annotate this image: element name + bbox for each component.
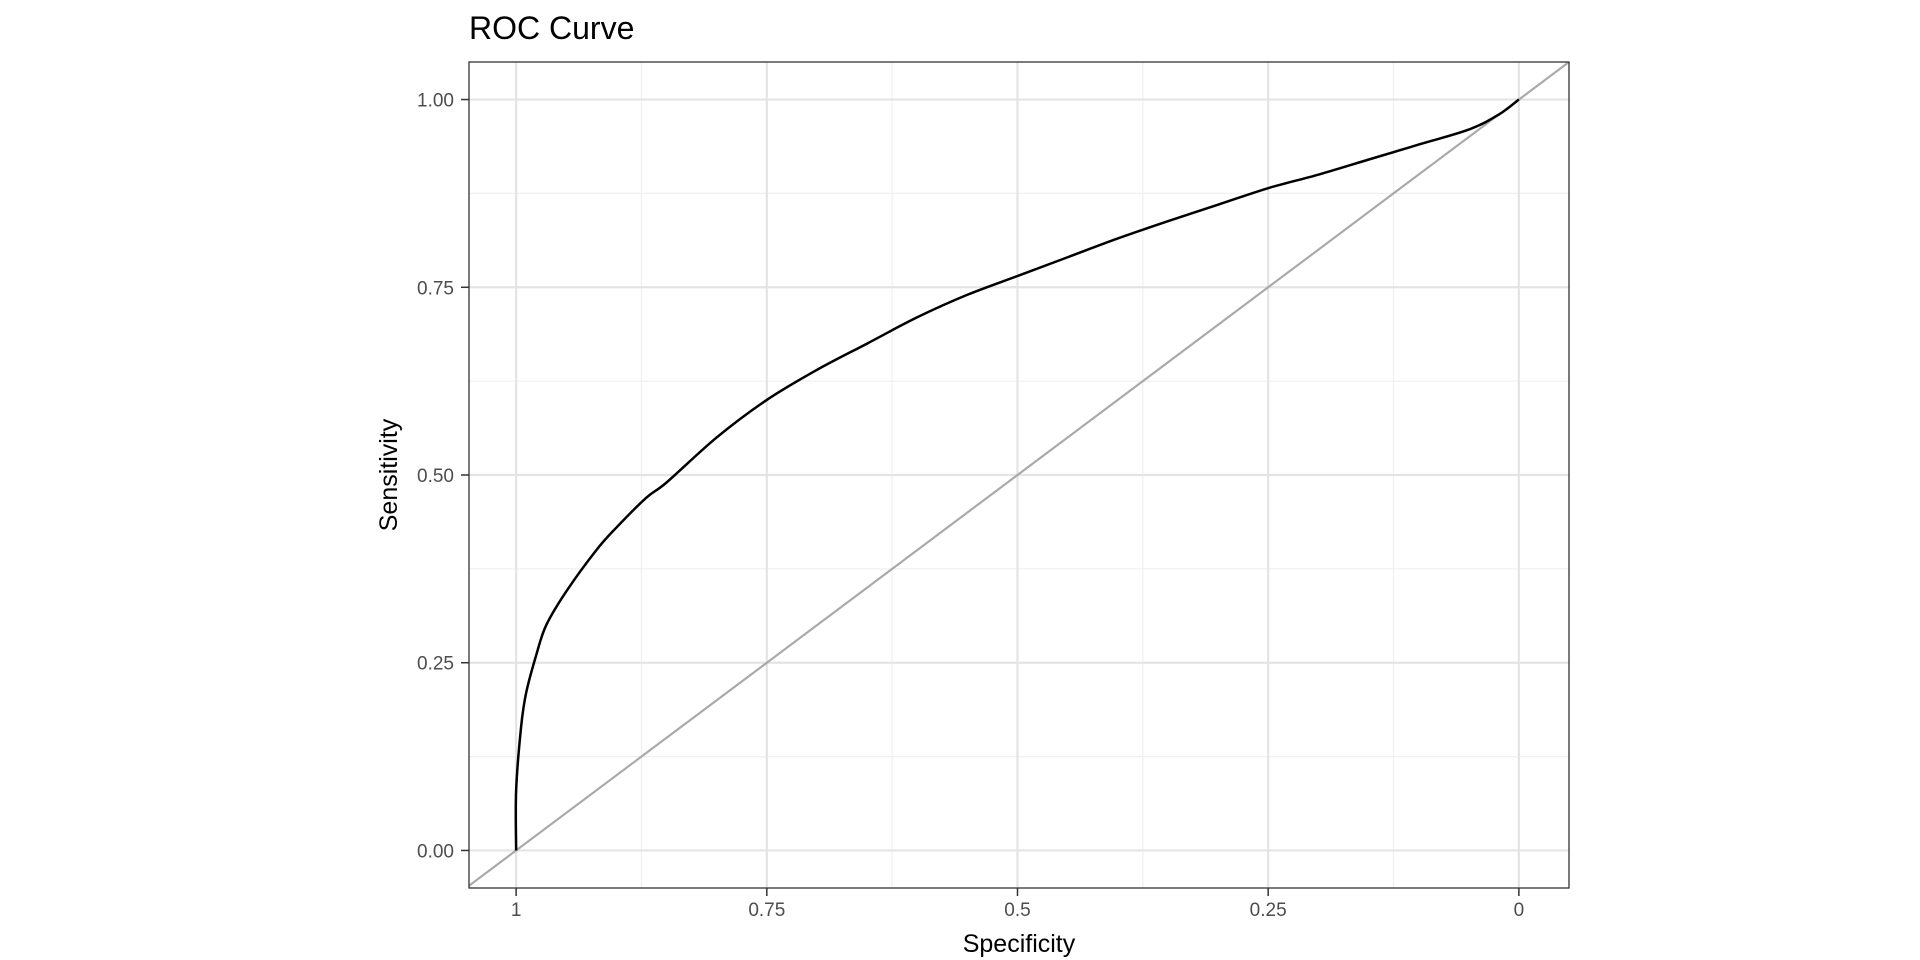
y-axis-title: Sensitivity bbox=[375, 418, 403, 531]
plot-layer bbox=[469, 62, 1569, 887]
x-tick-label: 1 bbox=[511, 900, 522, 921]
roc-curve-line bbox=[514, 98, 1520, 851]
x-axis-ticks: 1 0.75 0.5 0.25 0 bbox=[511, 888, 1524, 921]
x-tick-label: 0.25 bbox=[1250, 900, 1287, 921]
chart-title: ROC Curve bbox=[469, 10, 634, 46]
y-tick-label: 0.00 bbox=[417, 841, 454, 862]
y-axis-ticks: 0.00 0.25 0.50 0.75 1.00 bbox=[417, 91, 469, 862]
x-axis-title: Specificity bbox=[963, 930, 1076, 958]
y-tick-label: 0.50 bbox=[417, 466, 454, 487]
y-tick-label: 0.25 bbox=[417, 654, 454, 675]
x-tick-label: 0.75 bbox=[748, 900, 785, 921]
x-tick-label: 0.5 bbox=[1004, 900, 1030, 921]
reference-diagonal-line bbox=[469, 62, 1569, 887]
y-tick-label: 1.00 bbox=[417, 91, 454, 112]
y-tick-label: 0.75 bbox=[417, 278, 454, 299]
x-tick-label: 0 bbox=[1514, 900, 1525, 921]
gridlines bbox=[469, 62, 1569, 888]
